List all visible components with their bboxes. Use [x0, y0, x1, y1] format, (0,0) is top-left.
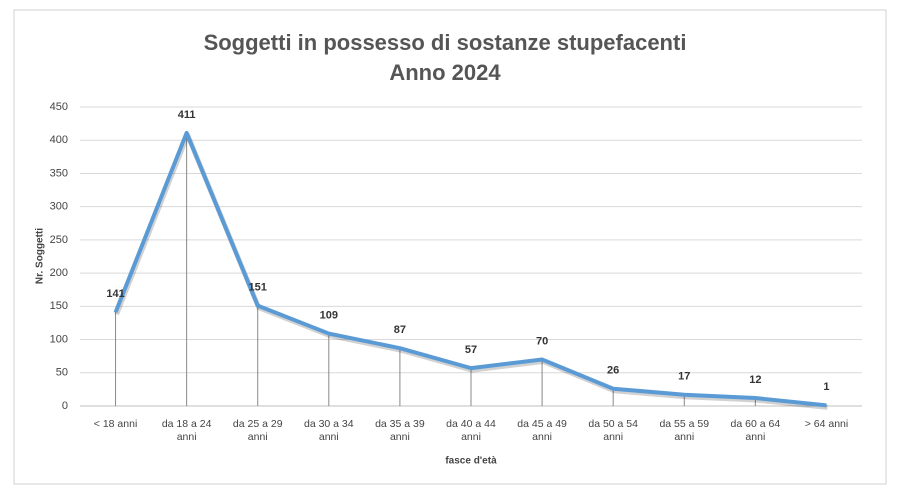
x-tick-label: da 60 a 64 anni: [731, 418, 781, 443]
data-label: 109: [320, 309, 338, 321]
x-tick-label: da 18 a 24 anni: [162, 418, 212, 443]
data-label: 70: [536, 335, 548, 347]
y-tick-label: 50: [56, 367, 68, 379]
chart-subtitle: Anno 2024: [389, 60, 501, 85]
x-tick-label: da 45 a 49 anni: [517, 418, 567, 443]
data-label: 1: [823, 381, 829, 393]
y-tick-label: 350: [50, 167, 68, 179]
y-tick-label: 400: [50, 134, 68, 146]
y-tick-label: 0: [62, 400, 68, 412]
y-tick-label: 300: [50, 201, 68, 213]
x-tick-label: da 35 a 39 anni: [375, 418, 425, 443]
data-label: 141: [106, 288, 124, 300]
data-label: 87: [394, 324, 406, 336]
x-axis-label: fasce d'età: [445, 456, 497, 467]
chart-frame: [13, 9, 887, 485]
chart-title: Soggetti in possesso di sostanze stupefa…: [204, 30, 687, 55]
x-tick-label: da 50 a 54 anni: [588, 418, 638, 443]
x-tick-label: da 25 a 29 anni: [233, 418, 283, 443]
data-label: 26: [607, 365, 619, 377]
y-tick-label: 250: [50, 234, 68, 246]
data-label: 151: [249, 282, 267, 294]
x-tick-label: da 30 a 34 anni: [304, 418, 354, 443]
x-tick-label: > 64 anni: [805, 418, 849, 430]
y-axis-label: Nr. Soggetti: [35, 228, 46, 284]
data-label: 17: [678, 371, 690, 383]
x-tick-label: da 40 a 44 anni: [446, 418, 496, 443]
y-tick-label: 150: [50, 300, 68, 312]
x-tick-label: da 55 a 59 anni: [659, 418, 709, 443]
x-tick-label: < 18 anni: [94, 418, 138, 430]
y-tick-label: 100: [50, 333, 68, 345]
data-line: [113, 130, 827, 408]
y-tick-label: 200: [50, 267, 68, 279]
data-label: 57: [465, 344, 477, 356]
data-label: 411: [178, 109, 196, 121]
y-tick-label: 450: [50, 101, 68, 113]
data-label: 12: [749, 374, 761, 386]
